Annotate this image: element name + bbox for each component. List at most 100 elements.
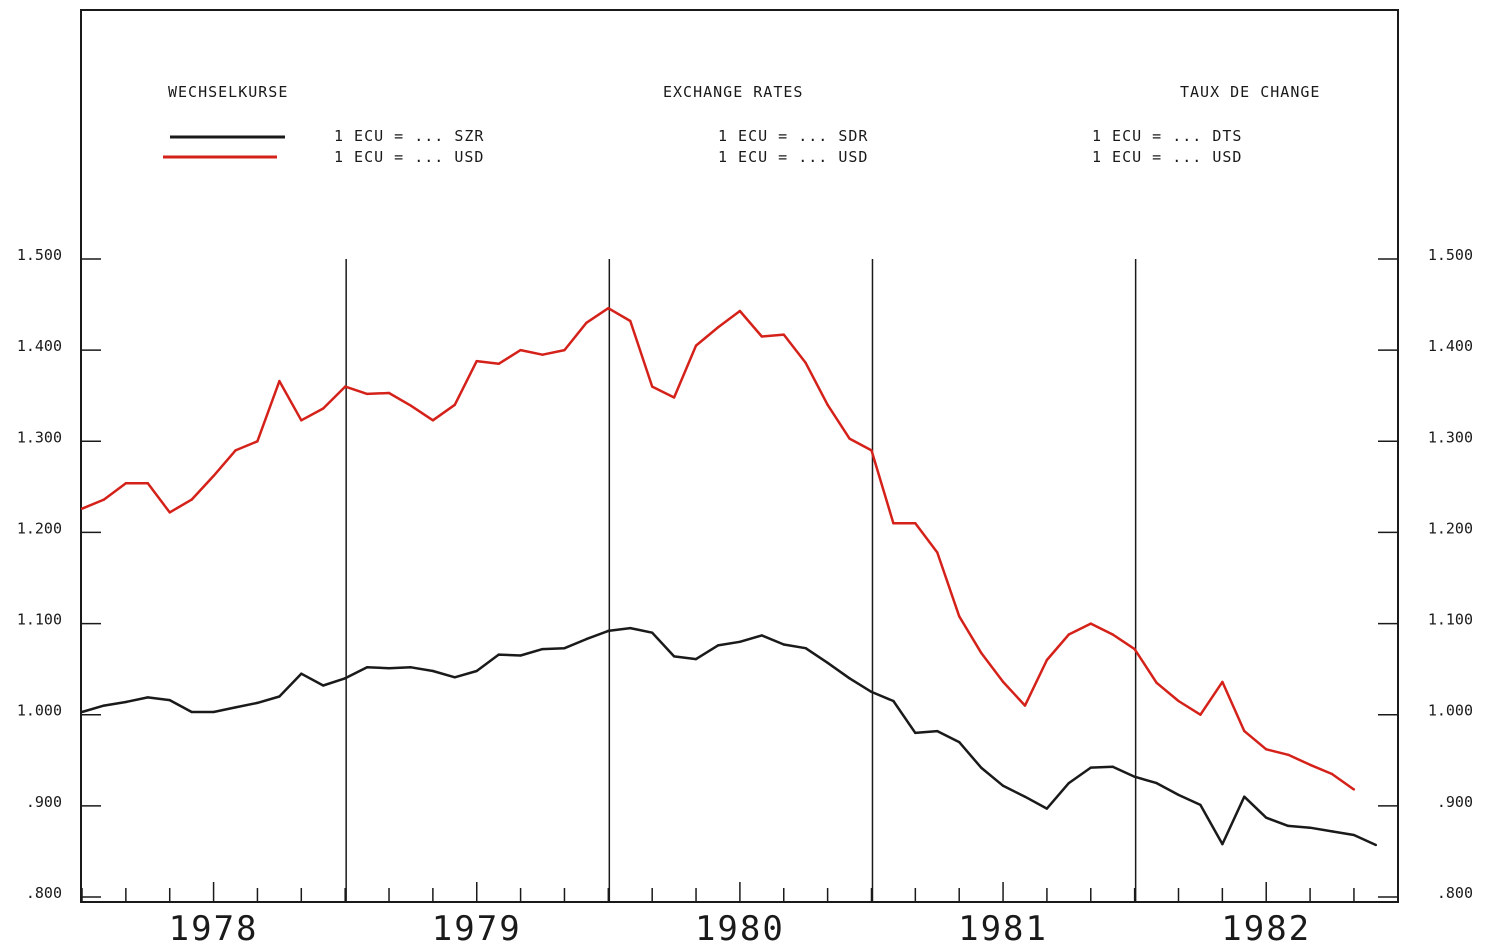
data-point-usd (453, 403, 457, 407)
legend-fr-sdr: 1 ECU = ... DTS (1092, 127, 1242, 145)
data-point-sdr (234, 706, 237, 709)
data-point-sdr (365, 666, 369, 669)
data-point-sdr (979, 766, 983, 769)
data-point-usd (1155, 681, 1158, 685)
data-point-usd (892, 522, 895, 525)
data-point-sdr (1133, 775, 1136, 778)
y-tick-label-left: 1.400 (17, 337, 62, 355)
data-point-usd (431, 419, 435, 422)
year-label: 1981 (958, 909, 1048, 946)
data-point-sdr (322, 684, 325, 687)
data-point-sdr (1045, 807, 1049, 810)
data-point-sdr (585, 637, 588, 641)
data-point-usd (672, 396, 676, 399)
data-point-sdr (475, 669, 478, 673)
y-tick-label-left: .800 (26, 884, 62, 902)
year-label: 1978 (169, 909, 259, 946)
data-point-sdr (782, 643, 785, 646)
data-point-sdr (650, 631, 654, 634)
data-point-sdr (694, 657, 698, 661)
data-point-usd (650, 385, 654, 388)
data-point-usd (979, 651, 983, 654)
data-point-sdr (124, 700, 128, 704)
legend-de-sdr: 1 ECU = ... SZR (334, 127, 484, 145)
y-tick-label-right: 1.100 (1428, 611, 1473, 629)
data-point-usd (300, 419, 303, 422)
data-point-usd (322, 407, 325, 410)
year-label: 1979 (432, 909, 522, 946)
data-point-usd (804, 361, 807, 365)
y-tick-label-right: .900 (1437, 793, 1473, 811)
title-german: WECHSELKURSE (168, 83, 288, 101)
data-point-sdr (1330, 830, 1334, 833)
data-point-usd (1045, 658, 1049, 662)
y-tick-label-right: 1.300 (1428, 428, 1473, 446)
data-point-sdr (958, 740, 961, 744)
data-point-usd (1133, 647, 1136, 651)
data-point-sdr (1265, 816, 1268, 819)
data-point-usd (848, 437, 851, 440)
data-point-sdr (453, 676, 457, 679)
data-point-usd (629, 319, 632, 323)
data-point-sdr (256, 701, 259, 705)
title-english: EXCHANGE RATES (663, 83, 803, 101)
data-point-usd (146, 482, 149, 485)
y-tick-label-right: 1.400 (1428, 337, 1473, 355)
y-tick-label-left: 1.200 (17, 519, 62, 537)
data-point-usd (1199, 713, 1202, 716)
data-point-usd (212, 474, 215, 478)
series-layer (80, 306, 1378, 847)
title-french: TAUX DE CHANGE (1180, 83, 1320, 101)
data-point-usd (585, 321, 588, 324)
data-point-usd (1352, 788, 1356, 791)
data-point-sdr (168, 698, 171, 702)
data-point-sdr (892, 699, 895, 703)
data-point-sdr (1221, 842, 1224, 846)
data-point-sdr (1177, 793, 1180, 797)
data-point-sdr (300, 672, 303, 675)
data-point-usd (607, 307, 610, 310)
data-point-usd (1243, 729, 1246, 733)
y-tick-label-left: 1.500 (17, 246, 62, 264)
data-point-sdr (1243, 795, 1246, 798)
data-point-usd (387, 391, 391, 395)
data-point-sdr (716, 644, 720, 647)
data-point-sdr (1111, 765, 1114, 768)
data-point-sdr (409, 666, 413, 669)
data-point-usd (102, 498, 106, 501)
data-point-sdr (914, 731, 917, 735)
data-point-sdr (1023, 795, 1027, 798)
data-point-sdr (1286, 824, 1290, 828)
data-point-usd (694, 344, 698, 347)
data-point-usd (738, 309, 742, 313)
y-tick-label-left: 1.300 (17, 428, 62, 446)
data-point-sdr (1199, 803, 1202, 807)
data-point-usd (914, 522, 917, 525)
data-point-usd (1023, 704, 1027, 707)
data-point-usd (168, 511, 171, 514)
data-point-sdr (870, 690, 873, 694)
data-point-usd (1330, 772, 1334, 776)
data-point-sdr (1308, 826, 1312, 829)
data-point-sdr (1374, 843, 1378, 847)
data-point-sdr (738, 640, 742, 643)
y-tick-label-left: 1.100 (17, 611, 62, 629)
data-point-sdr (760, 634, 764, 637)
data-point-usd (80, 507, 84, 510)
data-point-sdr (629, 626, 632, 630)
data-point-usd (124, 482, 128, 485)
data-point-usd (563, 348, 566, 352)
legend-de-usd: 1 ECU = ... USD (334, 148, 484, 166)
legend-fr-usd: 1 ECU = ... USD (1092, 148, 1242, 166)
data-point-usd (1265, 748, 1268, 751)
data-point-usd (1177, 699, 1180, 703)
data-point-sdr (431, 669, 435, 673)
data-point-sdr (607, 629, 610, 633)
data-point-sdr (387, 667, 391, 670)
data-point-sdr (80, 710, 84, 714)
data-point-sdr (190, 710, 193, 714)
data-point-usd (1308, 763, 1312, 767)
data-point-usd (870, 449, 873, 452)
y-tick-label-right: 1.200 (1428, 519, 1473, 537)
